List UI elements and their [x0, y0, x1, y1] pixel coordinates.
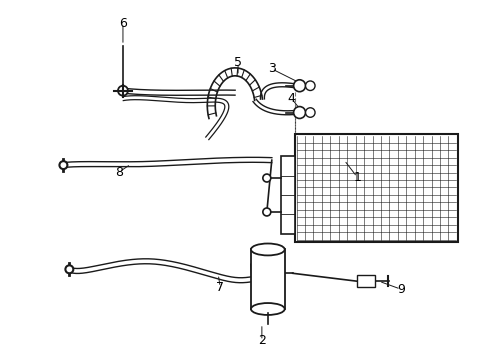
- Text: 3: 3: [268, 62, 276, 75]
- Circle shape: [306, 108, 315, 117]
- Text: 5: 5: [234, 57, 242, 69]
- Text: 6: 6: [119, 17, 127, 30]
- Bar: [281, 157, 294, 234]
- Ellipse shape: [251, 303, 285, 315]
- Circle shape: [65, 265, 74, 273]
- Text: 9: 9: [397, 283, 405, 296]
- Circle shape: [263, 208, 271, 216]
- Circle shape: [59, 161, 68, 169]
- Text: 1: 1: [353, 171, 361, 184]
- Bar: [294, 134, 458, 242]
- Circle shape: [263, 174, 271, 182]
- Text: 2: 2: [258, 334, 266, 347]
- Text: 8: 8: [115, 166, 123, 179]
- Bar: [251, 249, 285, 309]
- Circle shape: [294, 80, 306, 92]
- Bar: [357, 275, 375, 287]
- Ellipse shape: [251, 243, 285, 255]
- Circle shape: [118, 86, 128, 96]
- Circle shape: [294, 107, 306, 118]
- Text: 4: 4: [288, 92, 295, 105]
- Circle shape: [306, 81, 315, 90]
- Text: 7: 7: [216, 281, 224, 294]
